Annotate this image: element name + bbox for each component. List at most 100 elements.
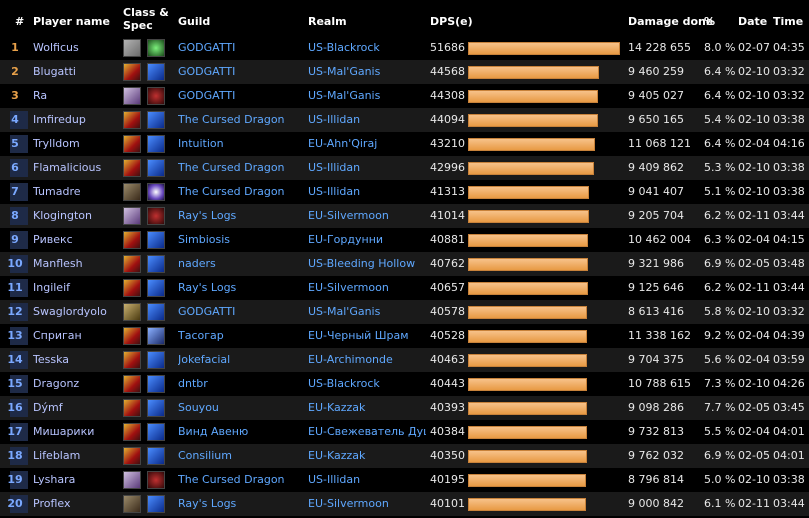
table-row[interactable]: 16 Dýmf Souyou EU-Kazzak 40393 9 098 286 7.7 %…	[0, 396, 809, 420]
rank-number: 20	[7, 497, 23, 510]
guild-link[interactable]: GODGATTI	[178, 41, 236, 54]
realm-link[interactable]: EU-Archimonde	[308, 353, 393, 366]
guild-link[interactable]: The Cursed Dragon	[178, 185, 285, 198]
guild-link[interactable]: GODGATTI	[178, 89, 236, 102]
guild-link[interactable]: Simbiosis	[178, 233, 231, 246]
table-row[interactable]: 19 Lyshara The Cursed Dragon US-Illidan 4019…	[0, 468, 809, 492]
table-row[interactable]: 12 Swaglordyolo GODGATTI US-Mal'Ganis 40578 8…	[0, 300, 809, 324]
table-row[interactable]: 15 Dragonz dntbr US-Blackrock 40443 10 788 61…	[0, 372, 809, 396]
table-row[interactable]: 9 Ривекс Simbiosis EU-Гордунни 40881 10 462 0…	[0, 228, 809, 252]
player-name-link[interactable]: Wolficus	[33, 41, 79, 54]
player-name-link[interactable]: Ingileif	[33, 281, 71, 294]
guild-link[interactable]: The Cursed Dragon	[178, 113, 285, 126]
table-row[interactable]: 2 Blugatti GODGATTI US-Mal'Ganis 44568 9 460 …	[0, 60, 809, 84]
header-guild[interactable]: Guild	[178, 15, 211, 28]
realm-link[interactable]: US-Mal'Ganis	[308, 65, 381, 78]
damage-done-value: 9 409 862	[628, 161, 684, 174]
percent-value: 6.4 %	[704, 89, 736, 102]
table-row[interactable]: 5 Trylldom Intuition EU-Ahn'Qiraj 43210 11 06…	[0, 132, 809, 156]
table-row[interactable]: 10 Manflesh naders US-Bleeding Hollow 40762 9…	[0, 252, 809, 276]
realm-link[interactable]: EU-Silvermoon	[308, 497, 389, 510]
player-name-link[interactable]: Tumadre	[33, 185, 81, 198]
header-realm[interactable]: Realm	[308, 15, 347, 28]
realm-link[interactable]: EU-Ahn'Qiraj	[308, 137, 378, 150]
guild-link[interactable]: Jokefacial	[178, 353, 231, 366]
guild-link[interactable]: The Cursed Dragon	[178, 161, 285, 174]
table-row[interactable]: 20 Proflex Ray's Logs EU-Silvermoon 40101 9 0…	[0, 492, 809, 516]
guild-link[interactable]: naders	[178, 257, 216, 270]
player-name-link[interactable]: Trylldom	[33, 137, 80, 150]
player-name-link[interactable]: Manflesh	[33, 257, 83, 270]
guild-link[interactable]: Ray's Logs	[178, 209, 237, 222]
realm-link[interactable]: EU-Kazzak	[308, 449, 366, 462]
table-row[interactable]: 7 Tumadre The Cursed Dragon US-Illidan 41313…	[0, 180, 809, 204]
header-dps[interactable]: DPS(e)	[430, 15, 473, 28]
realm-link[interactable]: EU-Гордунни	[308, 233, 384, 246]
rank-number: 8	[11, 209, 19, 222]
player-name-link[interactable]: Мишарики	[33, 425, 95, 438]
player-name-link[interactable]: Lyshara	[33, 473, 76, 486]
player-name-link[interactable]: Dragonz	[33, 377, 80, 390]
guild-link[interactable]: Souyou	[178, 401, 219, 414]
dps-bar	[468, 258, 588, 271]
realm-link[interactable]: EU-Silvermoon	[308, 281, 389, 294]
table-row[interactable]: 4 Imfiredup The Cursed Dragon US-Illidan 440…	[0, 108, 809, 132]
table-row[interactable]: 8 Klogington Ray's Logs EU-Silvermoon 41014 9…	[0, 204, 809, 228]
realm-link[interactable]: US-Illidan	[308, 113, 361, 126]
table-row[interactable]: 6 Flamalicious The Cursed Dragon US-Illidan…	[0, 156, 809, 180]
realm-link[interactable]: US-Mal'Ganis	[308, 305, 381, 318]
realm-link[interactable]: US-Bleeding Hollow	[308, 257, 416, 270]
player-name-link[interactable]: Klogington	[33, 209, 93, 222]
guild-link[interactable]: GODGATTI	[178, 305, 236, 318]
rank-number: 3	[11, 89, 19, 102]
player-name-link[interactable]: Lifeblam	[33, 449, 81, 462]
guild-link[interactable]: Тасогар	[178, 329, 224, 342]
guild-link[interactable]: Consilium	[178, 449, 232, 462]
header-class-spec[interactable]: Class & Spec	[123, 6, 169, 32]
guild-link[interactable]: The Cursed Dragon	[178, 473, 285, 486]
guild-link[interactable]: Ray's Logs	[178, 281, 237, 294]
player-name-link[interactable]: Tesska	[33, 353, 69, 366]
table-row[interactable]: 11 Ingileif Ray's Logs EU-Silvermoon 40657 9 …	[0, 276, 809, 300]
player-name-link[interactable]: Proflex	[33, 497, 71, 510]
dps-value: 40195	[430, 473, 465, 486]
player-name-link[interactable]: Flamalicious	[33, 161, 102, 174]
header-date[interactable]: Date	[738, 15, 768, 28]
realm-link[interactable]: US-Blackrock	[308, 41, 380, 54]
realm-link[interactable]: EU-Kazzak	[308, 401, 366, 414]
time-value: 03:32	[773, 305, 805, 318]
spec-icon	[147, 135, 165, 153]
table-row[interactable]: 17 Мишарики Винд Авеню EU-Свежеватель Душ 40…	[0, 420, 809, 444]
realm-link[interactable]: US-Illidan	[308, 185, 361, 198]
guild-link[interactable]: Ray's Logs	[178, 497, 237, 510]
table-row[interactable]: 13 Сприган Тасогар EU-Черный Шрам 40528 11 33…	[0, 324, 809, 348]
header-player-name[interactable]: Player name	[33, 15, 110, 28]
realm-link[interactable]: US-Illidan	[308, 161, 361, 174]
player-name-link[interactable]: Swaglordyolo	[33, 305, 107, 318]
realm-link[interactable]: US-Mal'Ganis	[308, 89, 381, 102]
guild-link[interactable]: GODGATTI	[178, 65, 236, 78]
player-name-link[interactable]: Blugatti	[33, 65, 76, 78]
realm-link[interactable]: EU-Свежеватель Душ	[308, 425, 426, 438]
player-name-link[interactable]: Imfiredup	[33, 113, 86, 126]
table-row[interactable]: 1 Wolficus GODGATTI US-Blackrock 51686 14 228…	[0, 36, 809, 60]
header-damage-done[interactable]: Damage done	[628, 15, 714, 28]
player-name-link[interactable]: Сприган	[33, 329, 82, 342]
table-row[interactable]: 18 Lifeblam Consilium EU-Kazzak 40350 9 762 0…	[0, 444, 809, 468]
player-name-link[interactable]: Ривекс	[33, 233, 73, 246]
table-row[interactable]: 14 Tesska Jokefacial EU-Archimonde 40463 9 70…	[0, 348, 809, 372]
realm-link[interactable]: EU-Silvermoon	[308, 209, 389, 222]
header-time[interactable]: Time	[773, 15, 804, 28]
player-name-link[interactable]: Ra	[33, 89, 48, 102]
realm-link[interactable]: EU-Черный Шрам	[308, 329, 409, 342]
realm-link[interactable]: US-Illidan	[308, 473, 361, 486]
table-row[interactable]: 3 Ra GODGATTI US-Mal'Ganis 44308 9 405 027 6.4…	[0, 84, 809, 108]
guild-link[interactable]: Intuition	[178, 137, 224, 150]
header-percent[interactable]: %	[704, 15, 716, 28]
guild-link[interactable]: dntbr	[178, 377, 208, 390]
time-value: 04:39	[773, 329, 805, 342]
player-name-link[interactable]: Dýmf	[33, 401, 63, 414]
dps-bar	[468, 162, 594, 175]
guild-link[interactable]: Винд Авеню	[178, 425, 249, 438]
realm-link[interactable]: US-Blackrock	[308, 377, 380, 390]
